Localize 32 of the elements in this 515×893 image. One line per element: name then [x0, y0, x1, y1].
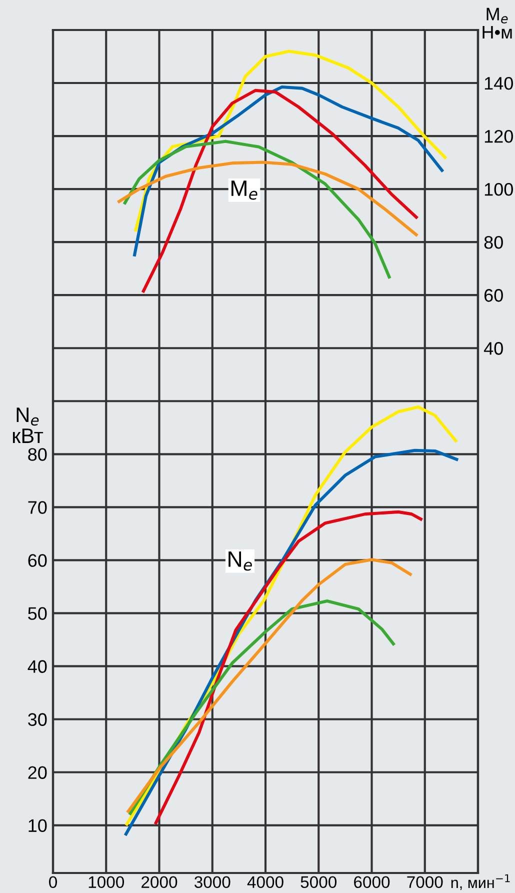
line-series [132, 85, 444, 258]
line-series [122, 140, 392, 280]
y-tick-label: 40 [28, 660, 47, 673]
annotation: N$_{e}$ [228, 552, 252, 571]
x-tick-label: 3000 [194, 876, 230, 888]
x-tick-label: 0 [49, 876, 57, 888]
y-tick-label: 10 [28, 819, 47, 832]
y2-tick-label: 40 [484, 342, 503, 355]
line-series [116, 160, 419, 238]
x-tick-label: 1000 [88, 876, 124, 888]
y-tick-label: 50 [28, 607, 47, 620]
line-series [141, 88, 419, 294]
y-tick-label: 70 [28, 501, 47, 514]
x-tick-label: 4000 [247, 876, 284, 888]
y-axis-title: N$_{e}$ кВт [12, 408, 44, 443]
y2-axis-title: M$_{e}$ Н•м [482, 8, 512, 38]
annotation: M$_{e}$ [232, 180, 258, 200]
y-tick-label: 60 [28, 554, 47, 567]
x-tick-label: 5000 [300, 876, 337, 888]
x-tick-label: 2000 [142, 876, 178, 888]
x-tick-label: 6000 [354, 876, 390, 888]
y2-tick-label: 120 [484, 130, 513, 143]
y2-tick-label: 80 [484, 236, 503, 249]
y-tick-label: 80 [28, 448, 47, 461]
y2-tick-label: 60 [484, 289, 503, 302]
x-tick-label: 7000 [407, 876, 443, 888]
y-tick-label: 20 [28, 766, 47, 779]
x-axis-title: n, мин$^{−1}$ [451, 874, 510, 890]
y-tick-label: 30 [28, 713, 47, 726]
y2-tick-label: 140 [484, 76, 513, 90]
y2-tick-label: 100 [484, 182, 513, 196]
line-series [154, 510, 424, 826]
